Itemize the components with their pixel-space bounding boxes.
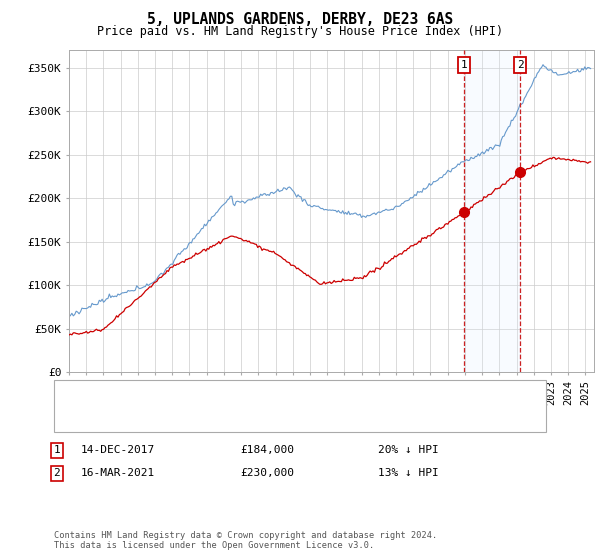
Text: 16-MAR-2021: 16-MAR-2021 — [81, 468, 155, 478]
Text: 13% ↓ HPI: 13% ↓ HPI — [378, 468, 439, 478]
Bar — [464, 50, 520, 372]
Text: 2: 2 — [53, 468, 61, 478]
Text: HPI: Average price, detached house, City of Derby: HPI: Average price, detached house, City… — [105, 413, 411, 423]
Text: 20% ↓ HPI: 20% ↓ HPI — [378, 445, 439, 455]
Text: 2: 2 — [517, 60, 524, 70]
Text: 1: 1 — [461, 60, 467, 70]
Text: 1: 1 — [53, 445, 61, 455]
Text: £184,000: £184,000 — [240, 445, 294, 455]
Text: ———: ——— — [69, 388, 91, 401]
Text: 5, UPLANDS GARDENS, DERBY, DE23 6AS (detached house): 5, UPLANDS GARDENS, DERBY, DE23 6AS (det… — [105, 389, 430, 399]
Text: Price paid vs. HM Land Registry's House Price Index (HPI): Price paid vs. HM Land Registry's House … — [97, 25, 503, 38]
Text: 5, UPLANDS GARDENS, DERBY, DE23 6AS: 5, UPLANDS GARDENS, DERBY, DE23 6AS — [147, 12, 453, 27]
Text: 14-DEC-2017: 14-DEC-2017 — [81, 445, 155, 455]
Text: Contains HM Land Registry data © Crown copyright and database right 2024.
This d: Contains HM Land Registry data © Crown c… — [54, 531, 437, 550]
Text: £230,000: £230,000 — [240, 468, 294, 478]
Text: ———: ——— — [69, 412, 91, 424]
